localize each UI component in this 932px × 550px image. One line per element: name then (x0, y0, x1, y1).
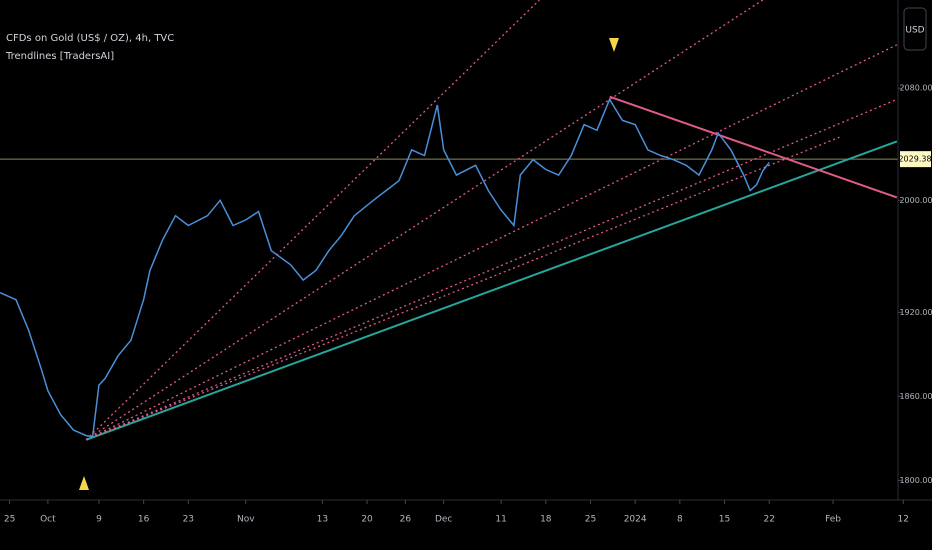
trendline (85, 136, 840, 441)
trendline (85, 0, 540, 441)
axes: 1800.00 1860.00 1920.00 2000.00 2080.00 25 Oct… (4, 84, 932, 525)
signal-marker (79, 476, 89, 490)
x-tick-label: 9 (96, 515, 102, 525)
y-tick-label: 2080.00 (899, 84, 932, 93)
currency-button[interactable] (903, 7, 927, 51)
y-tick-label: 2000.00 (899, 196, 932, 205)
y-tick-label: 1860.00 (899, 392, 932, 401)
x-tick-label: 2024 (624, 515, 647, 525)
x-tick-label: 12 (898, 515, 909, 525)
plot-area (0, 0, 898, 441)
x-tick-label: 11 (495, 515, 506, 525)
signal-marker (609, 38, 619, 52)
x-tick-label: Oct (40, 515, 56, 525)
x-tick-label: 18 (540, 515, 552, 525)
trendline (85, 98, 898, 441)
x-tick-label: Feb (825, 515, 841, 525)
x-tick-label: Nov (237, 515, 255, 525)
trendline (85, 44, 898, 441)
x-tick-label: 25 (585, 515, 596, 525)
last-price-box (900, 151, 931, 168)
y-tick-label: 1800.00 (899, 476, 932, 485)
trendline (609, 95, 898, 199)
indicator-name: Trendlines [TradersAI] (5, 51, 114, 62)
x-tick-label: Dec (435, 515, 452, 525)
currency-label[interactable]: USD (905, 26, 924, 36)
x-tick-label: 23 (183, 515, 194, 525)
x-tick-label: 15 (719, 515, 730, 525)
x-tick-label: 8 (677, 515, 683, 525)
x-tick-label: 16 (138, 515, 150, 525)
price-line (0, 97, 770, 438)
y-tick-label: 1920.00 (899, 308, 932, 317)
x-tick-label: 25 (4, 515, 15, 525)
x-tick-label: 22 (763, 515, 774, 525)
chart-title: CFDs on Gold (US$ / OZ), 4h, TVC (6, 33, 174, 44)
x-tick-label: 13 (317, 515, 328, 525)
x-tick-label: 26 (400, 515, 412, 525)
x-tick-label: 20 (361, 515, 373, 525)
trendline (85, 140, 898, 441)
last-price-label: 2029.38 (898, 155, 931, 164)
